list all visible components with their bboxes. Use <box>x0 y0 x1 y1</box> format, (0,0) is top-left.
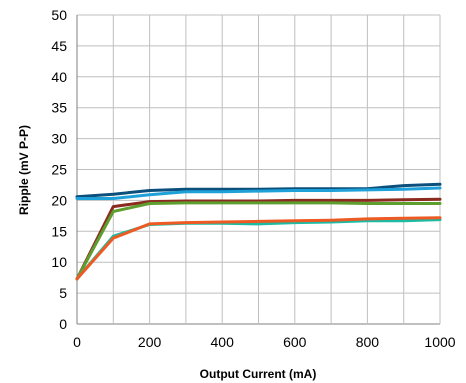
y-tick-label: 0 <box>59 316 67 332</box>
y-tick-label: 45 <box>51 38 67 54</box>
series-line-2 <box>75 186 442 200</box>
y-axis-ticks: 0 5 10 15 20 25 30 35 40 45 50 <box>51 7 67 332</box>
x-tick-label: 800 <box>356 334 380 350</box>
y-tick-label: 5 <box>59 285 67 301</box>
y-tick-label: 10 <box>51 254 67 270</box>
series-line-4 <box>75 201 442 281</box>
y-tick-label: 20 <box>51 192 67 208</box>
y-tick-label: 35 <box>51 100 67 116</box>
series-line-6 <box>75 216 442 281</box>
grid <box>76 14 441 325</box>
series-group <box>75 182 442 281</box>
series-line-3 <box>75 197 442 281</box>
y-tick-label: 40 <box>51 69 67 85</box>
series-line-1 <box>75 182 442 199</box>
y-tick-label: 50 <box>51 7 67 23</box>
x-tick-label: 600 <box>283 334 307 350</box>
x-tick-label: 1000 <box>424 334 455 350</box>
y-tick-label: 25 <box>51 162 67 178</box>
x-tick-label: 0 <box>73 334 81 350</box>
x-axis-ticks: 0 200 400 600 800 1000 <box>73 334 456 350</box>
x-axis-title: Output Current (mA) <box>200 367 317 381</box>
y-tick-label: 30 <box>51 131 67 147</box>
y-tick-label: 15 <box>51 223 67 239</box>
x-tick-label: 400 <box>211 334 235 350</box>
y-axis-title: Ripple (mV P-P) <box>17 125 31 215</box>
x-tick-label: 200 <box>138 334 162 350</box>
